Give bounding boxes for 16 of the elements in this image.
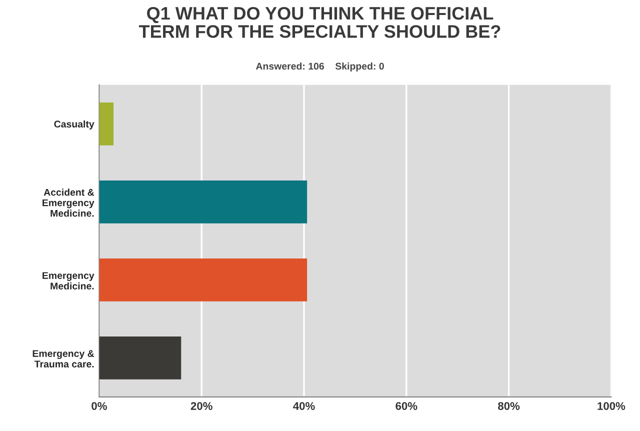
chart-title: Q1 WHAT DO YOU THINK THE OFFICIAL TERM FOR THE SPECIALTY SHOULD BE?	[138, 6, 500, 38]
x-tick-label: 80%	[498, 402, 520, 410]
y-tick-label: Casualty	[54, 120, 94, 130]
x-tick-label: 100%	[598, 402, 626, 410]
x-tick-label: 40%	[293, 402, 315, 410]
bar	[99, 102, 114, 146]
bar	[99, 258, 308, 302]
y-tick-label: Accident & Emergency Medicine.	[42, 188, 94, 217]
x-tick-label: 60%	[396, 402, 418, 410]
bar	[99, 336, 182, 380]
bar	[99, 180, 308, 224]
chart-subtitle: Answered: 106 Skipped: 0	[256, 62, 384, 72]
x-tick-label: 20%	[190, 402, 212, 410]
y-tick-label: Emergency & Trauma care.	[32, 350, 94, 368]
x-tick-label: 0%	[92, 402, 107, 410]
y-tick-label: Emergency Medicine.	[42, 272, 94, 290]
